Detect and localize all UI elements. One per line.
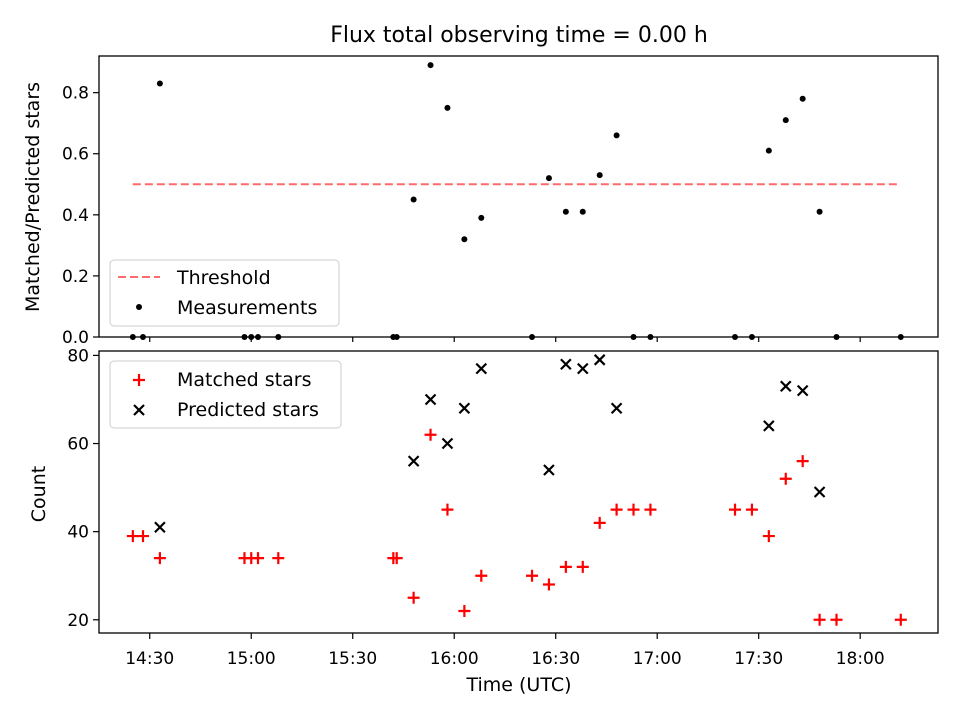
legend-predicted-label: Predicted stars (177, 399, 319, 421)
x-tick-label: 15:00 (227, 649, 276, 669)
x-tick-label: 14:30 (125, 649, 174, 669)
matched-star-point (126, 530, 139, 543)
measurement-point (816, 208, 823, 215)
x-tick-label: 15:30 (328, 649, 377, 669)
top-y-tick-label: 0.8 (62, 84, 89, 104)
matched-star-point (458, 604, 471, 617)
measurement-point (596, 172, 603, 179)
top-y-tick-label: 0.2 (62, 267, 89, 287)
matched-star-point (542, 578, 555, 591)
matched-star-point (252, 552, 265, 565)
legend-measurements-label: Measurements (177, 297, 317, 319)
matched-star-point (796, 455, 809, 468)
bottom-plot-area: 20 40 60 80 14:30 15:00 15:30 16:00 16:30 17:00 17… (67, 346, 907, 669)
predicted-star-point (458, 402, 471, 415)
measurement-point (579, 208, 586, 215)
top-plot-frame (98, 55, 939, 338)
predicted-star-point (154, 521, 166, 534)
top-y-tick-label: 0.0 (62, 328, 89, 348)
top-y-tick-label: 0.4 (62, 206, 89, 226)
measurement-point (799, 95, 806, 102)
bottom-y-tick-label: 20 (67, 611, 89, 631)
measurement-point (156, 80, 163, 87)
matched-star-point (729, 503, 742, 516)
predicted-star-point (610, 402, 623, 415)
measurement-point (478, 214, 485, 221)
predicted-star-point (424, 393, 437, 406)
measurement-point (461, 236, 468, 243)
x-tick-label: 18:00 (836, 649, 885, 669)
x-axis-label: Time (UTC) (465, 674, 571, 696)
measurement-point (765, 147, 772, 154)
predicted-star-point (577, 362, 589, 375)
x-tick-label: 17:00 (633, 649, 682, 669)
measurement-point (444, 104, 451, 111)
x-tick-label: 17:30 (734, 649, 783, 669)
legend-predicted-marker (133, 404, 145, 416)
predicted-star-point (407, 455, 420, 467)
measurement-point (613, 132, 620, 139)
predicted-star-point (593, 354, 606, 366)
x-tick-label: 16:00 (430, 649, 479, 669)
bottom-legend-box (109, 360, 342, 429)
matched-star-point (153, 552, 166, 565)
matched-star-point (830, 613, 843, 626)
matched-star-point (610, 503, 623, 516)
measurement-point (782, 117, 789, 124)
matched-star-point (526, 569, 539, 582)
matched-star-point (390, 552, 403, 565)
top-legend: Threshold Measurements (109, 259, 340, 327)
matched-star-point (475, 569, 488, 582)
matched-star-point (813, 613, 826, 626)
matched-star-point (559, 560, 572, 573)
matched-star-point (424, 428, 437, 441)
legend-matched-label: Matched stars (177, 369, 311, 391)
matched-star-point (272, 552, 285, 565)
predicted-star-point (543, 464, 555, 476)
measurement-point (545, 175, 552, 182)
bottom-y-tick-label: 40 (67, 523, 89, 543)
matched-star-point (593, 516, 606, 529)
top-plot-area: 0.0 0.2 0.4 0.6 0.8 (62, 62, 904, 348)
top-chart-title: Flux total observing time = 0.00 h (330, 23, 708, 48)
x-tick-label: 16:30 (531, 649, 580, 669)
matched-star-point (745, 503, 758, 516)
bottom-y-tick-label: 80 (67, 346, 89, 366)
predicted-star-point (441, 437, 454, 450)
legend-threshold-label: Threshold (176, 267, 271, 289)
bottom-legend: Matched stars Predicted stars (109, 360, 342, 429)
predicted-star-point (779, 380, 792, 393)
bottom-plot-frame (98, 350, 939, 634)
predicted-star-point (763, 420, 775, 432)
matched-star-point (894, 613, 907, 626)
top-legend-box (109, 259, 340, 327)
matched-star-point (441, 503, 454, 516)
top-y-tick-label: 0.6 (62, 145, 89, 165)
predicted-star-point (560, 358, 572, 370)
measurement-point (410, 196, 417, 203)
matched-star-point (576, 560, 589, 573)
legend-matched-marker (133, 374, 145, 386)
matched-star-point (644, 503, 657, 516)
predicted-star-point (796, 384, 809, 397)
bottom-y-axis-label: Count (28, 466, 50, 522)
measurement-point (427, 62, 434, 69)
measurement-point (562, 208, 569, 215)
matched-star-point (407, 591, 420, 604)
top-y-axis-label: Matched/Predicted stars (22, 82, 44, 312)
matched-star-point (779, 472, 792, 485)
legend-measurements-marker (136, 304, 142, 310)
predicted-star-point (475, 362, 488, 375)
matched-star-point (762, 530, 775, 543)
matched-star-point (627, 503, 640, 516)
matched-star-point (136, 530, 149, 543)
predicted-star-point (813, 486, 826, 498)
bottom-y-tick-label: 60 (67, 435, 89, 455)
